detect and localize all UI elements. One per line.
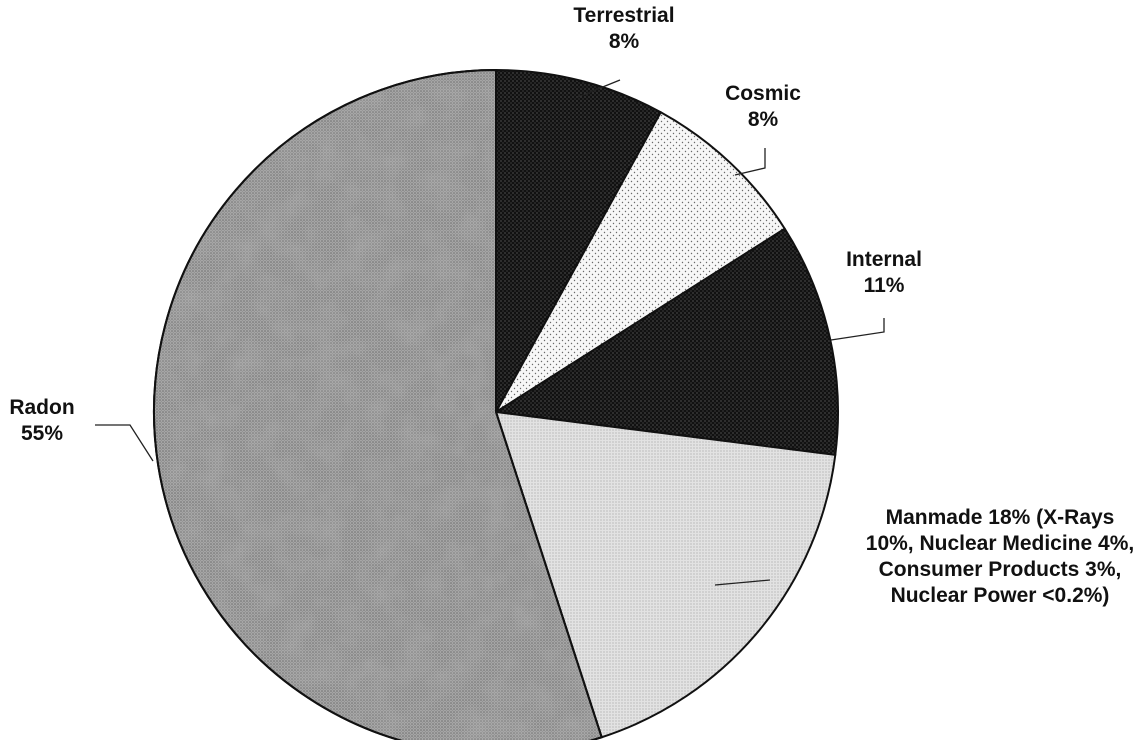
leader-line-cosmic xyxy=(734,148,766,176)
slice-label-internal-line-1: Internal xyxy=(846,248,922,271)
slice-labels: Terrestrial 8% Cosmic 8% Internal 11% Manmade … xyxy=(9,4,1134,607)
slice-label-internal-line-2: 11% xyxy=(864,274,905,297)
pie-slice-radon-texture xyxy=(153,70,602,745)
slice-label-manmade-line-4: Nuclear Power <0.2%) xyxy=(891,584,1110,607)
slice-label-terrestrial-line-2: 8% xyxy=(609,30,640,53)
leader-line-internal xyxy=(830,318,885,341)
slice-label-cosmic-line-2: 8% xyxy=(748,108,779,131)
slice-label-cosmic-line-1: Cosmic xyxy=(725,82,801,105)
pie-slice-terrestrial xyxy=(495,69,662,413)
leader-line-manmade xyxy=(714,579,771,586)
slice-label-radon-line-2: 55% xyxy=(21,422,63,445)
pie-slice-cosmic xyxy=(495,111,786,413)
slice-label-radon-line-1: Radon xyxy=(9,396,74,419)
slice-label-manmade-line-1: Manmade 18% (X-Rays xyxy=(886,506,1115,529)
pie-slice-radon-outline xyxy=(152,68,603,745)
slice-label-manmade-line-3: Consumer Products 3%, xyxy=(879,558,1122,581)
leader-line-terrestrial xyxy=(577,79,621,98)
slice-label-manmade-line-2: 10%, Nuclear Medicine 4%, xyxy=(866,532,1134,555)
leader-lines xyxy=(95,79,885,586)
leader-line-radon xyxy=(95,424,154,462)
pie-slice-internal xyxy=(495,227,839,456)
pie-slices xyxy=(152,68,839,745)
pie-slice-manmade xyxy=(495,411,837,739)
slice-label-terrestrial-line-1: Terrestrial xyxy=(573,4,674,27)
